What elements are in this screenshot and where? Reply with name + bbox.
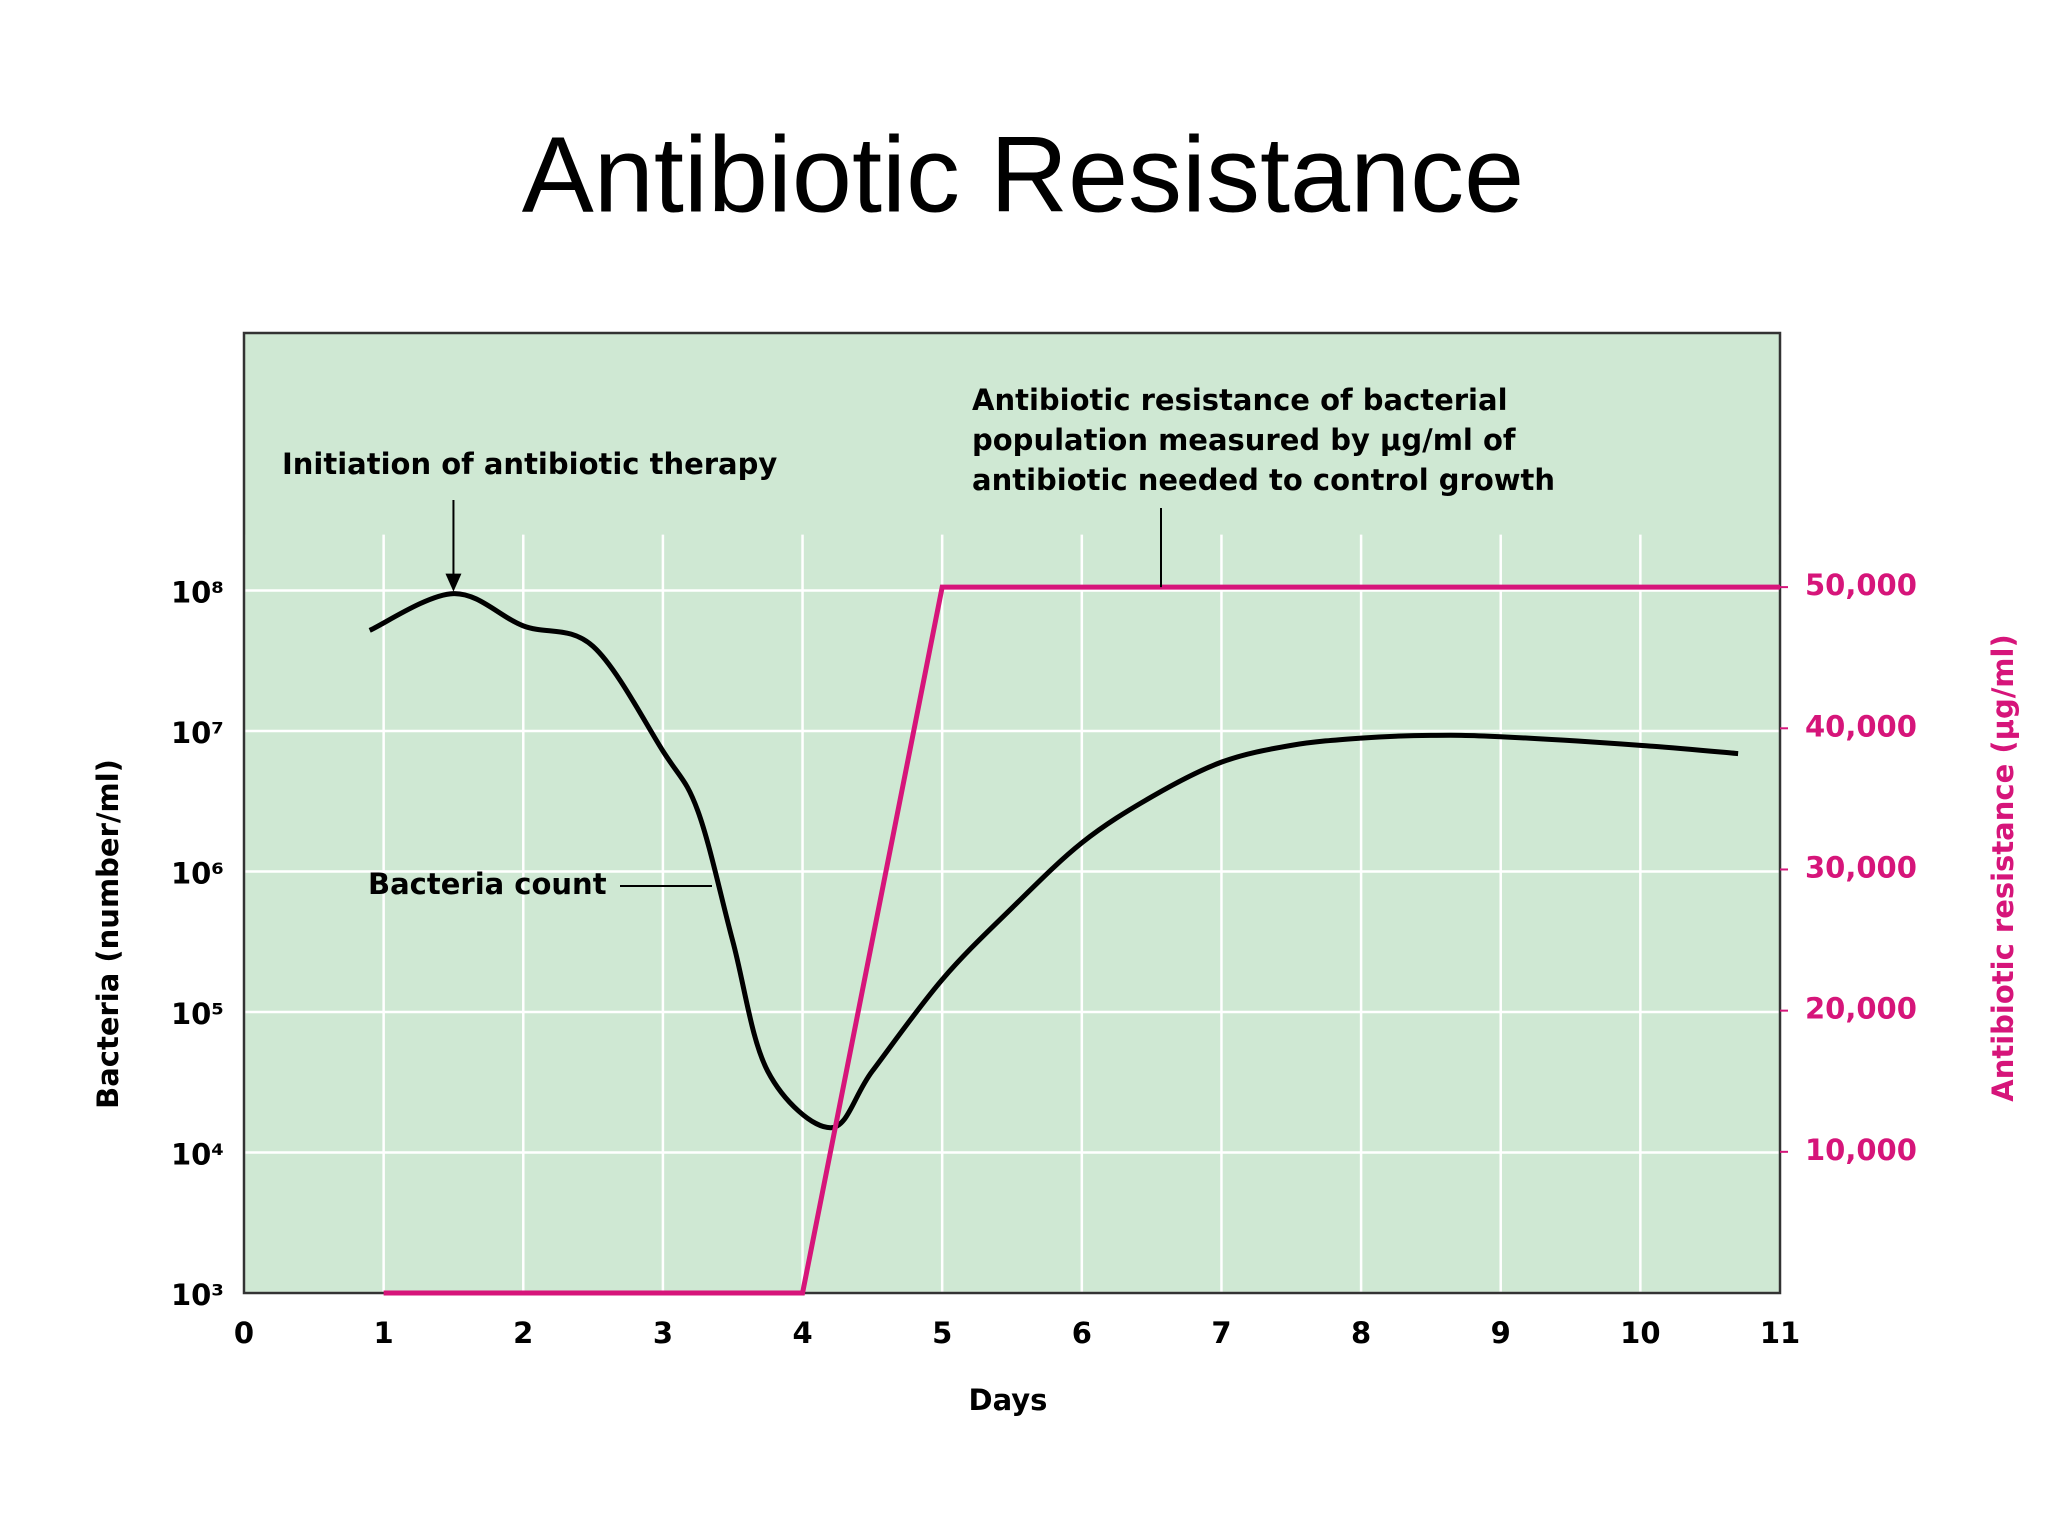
y-tick-label: 10⁶ <box>171 856 224 890</box>
y2-tick-label: 10,000 <box>1805 1133 1917 1167</box>
x-tick-label: 9 <box>1491 1316 1511 1350</box>
y-tick-label: 10⁸ <box>171 575 224 609</box>
series-line <box>383 584 1780 1296</box>
y2-tick-label: 30,000 <box>1805 850 1917 884</box>
x-tick-label: 2 <box>513 1316 533 1350</box>
annotation: Initiation of antibiotic therapy <box>282 447 777 481</box>
x-tick-label: 5 <box>932 1316 952 1350</box>
y-axis-label: Bacteria (number/ml) <box>91 759 125 1109</box>
annotation-line: Initiation of antibiotic therapy <box>282 447 777 481</box>
slide-title: Antibiotic Resistance <box>522 114 1524 235</box>
plot-area <box>244 333 1780 1293</box>
x-tick-label: 7 <box>1211 1316 1231 1350</box>
annotation-line: population measured by μg/ml of <box>972 423 1516 457</box>
x-tick-label: 0 <box>234 1316 254 1350</box>
x-tick-label: 10 <box>1620 1316 1660 1350</box>
y2-axis-label: Antibiotic resistance (μg/ml) <box>1986 634 2020 1101</box>
x-tick-label: 6 <box>1072 1316 1092 1350</box>
series-label: Bacteria count <box>368 867 607 901</box>
annotation-line: antibiotic needed to control growth <box>972 463 1555 497</box>
y-tick-label: 10⁷ <box>171 716 224 750</box>
x-axis-label: Days <box>969 1383 1048 1417</box>
annotation: Antibiotic resistance of bacterial popula… <box>972 383 1555 497</box>
annotation-arrowhead <box>445 573 462 592</box>
x-tick-label: 1 <box>374 1316 394 1350</box>
x-tick-label: 4 <box>792 1316 812 1350</box>
series-line <box>368 591 1739 1131</box>
y2-tick-label: 40,000 <box>1805 709 1917 743</box>
x-tick-label: 3 <box>653 1316 673 1350</box>
x-tick-label: 11 <box>1760 1316 1800 1350</box>
y-tick-label: 10⁵ <box>171 997 224 1031</box>
x-tick-label: 8 <box>1351 1316 1371 1350</box>
annotation-line: Antibiotic resistance of bacterial <box>972 383 1508 417</box>
plot-border <box>242 331 1782 1295</box>
y2-tick-label: 50,000 <box>1805 568 1917 602</box>
y-tick-label: 10³ <box>171 1278 224 1312</box>
y-tick-label: 10⁴ <box>171 1137 224 1171</box>
y2-tick-label: 20,000 <box>1805 992 1917 1026</box>
